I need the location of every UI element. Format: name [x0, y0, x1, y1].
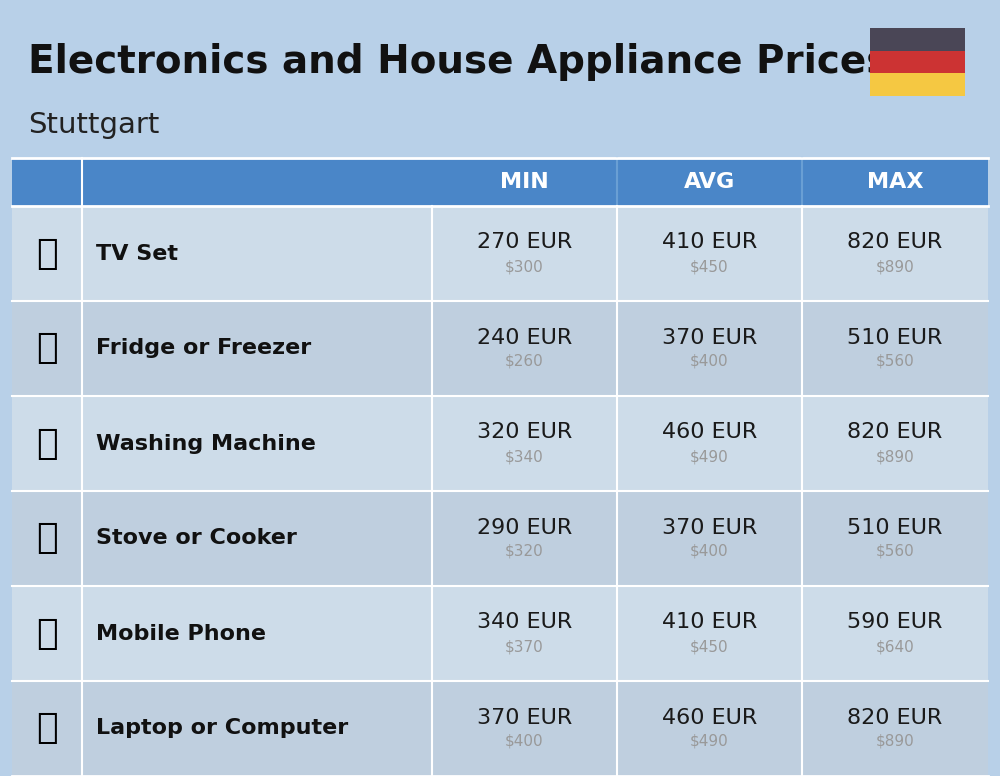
- Text: 820 EUR: 820 EUR: [847, 708, 943, 728]
- Text: $320: $320: [505, 544, 544, 559]
- Text: 590 EUR: 590 EUR: [847, 612, 943, 632]
- Bar: [12, 158, 988, 206]
- Text: $450: $450: [690, 639, 729, 654]
- Text: AVG: AVG: [684, 172, 735, 192]
- Text: 370 EUR: 370 EUR: [477, 708, 572, 728]
- Text: 510 EUR: 510 EUR: [847, 518, 943, 538]
- Bar: [870, 28, 965, 50]
- Bar: [870, 74, 965, 96]
- Text: 🧳: 🧳: [36, 427, 58, 460]
- Text: $490: $490: [690, 734, 729, 749]
- Text: Stove or Cooker: Stove or Cooker: [96, 528, 297, 549]
- Text: 🍳: 🍳: [36, 521, 58, 556]
- Text: $450: $450: [690, 259, 729, 274]
- Text: 370 EUR: 370 EUR: [662, 327, 757, 348]
- Text: 290 EUR: 290 EUR: [477, 518, 572, 538]
- Text: $300: $300: [505, 259, 544, 274]
- Text: Washing Machine: Washing Machine: [96, 434, 316, 453]
- Text: $370: $370: [505, 639, 544, 654]
- Bar: [870, 50, 965, 74]
- Text: $400: $400: [505, 734, 544, 749]
- Text: Laptop or Computer: Laptop or Computer: [96, 719, 348, 739]
- Text: Fridge or Freezer: Fridge or Freezer: [96, 338, 311, 359]
- Text: Stuttgart: Stuttgart: [28, 111, 159, 139]
- Bar: [12, 491, 988, 586]
- Text: TV Set: TV Set: [96, 244, 178, 264]
- Text: $560: $560: [876, 354, 914, 369]
- Text: MAX: MAX: [867, 172, 923, 192]
- Text: $890: $890: [876, 259, 914, 274]
- Bar: [12, 301, 988, 396]
- Text: $260: $260: [505, 354, 544, 369]
- Text: 820 EUR: 820 EUR: [847, 422, 943, 442]
- Text: $640: $640: [876, 639, 914, 654]
- Text: $890: $890: [876, 449, 914, 464]
- Bar: [12, 681, 988, 776]
- Text: Mobile Phone: Mobile Phone: [96, 623, 266, 643]
- Text: MIN: MIN: [500, 172, 549, 192]
- Text: 📺: 📺: [36, 237, 58, 271]
- Text: $340: $340: [505, 449, 544, 464]
- Text: 💻: 💻: [36, 712, 58, 746]
- Bar: [12, 586, 988, 681]
- Text: 460 EUR: 460 EUR: [662, 422, 757, 442]
- Text: 🍞: 🍞: [36, 331, 58, 365]
- Text: 460 EUR: 460 EUR: [662, 708, 757, 728]
- Text: 320 EUR: 320 EUR: [477, 422, 572, 442]
- Text: 📱: 📱: [36, 616, 58, 650]
- Text: 240 EUR: 240 EUR: [477, 327, 572, 348]
- Text: 410 EUR: 410 EUR: [662, 233, 757, 252]
- Text: Electronics and House Appliance Prices: Electronics and House Appliance Prices: [28, 43, 889, 81]
- Bar: [12, 206, 988, 301]
- Text: 820 EUR: 820 EUR: [847, 233, 943, 252]
- Text: $560: $560: [876, 544, 914, 559]
- Text: 370 EUR: 370 EUR: [662, 518, 757, 538]
- Text: 270 EUR: 270 EUR: [477, 233, 572, 252]
- Text: $490: $490: [690, 449, 729, 464]
- Text: 410 EUR: 410 EUR: [662, 612, 757, 632]
- Bar: [12, 396, 988, 491]
- Text: $400: $400: [690, 354, 729, 369]
- Text: 340 EUR: 340 EUR: [477, 612, 572, 632]
- Text: $890: $890: [876, 734, 914, 749]
- Text: 510 EUR: 510 EUR: [847, 327, 943, 348]
- Text: $400: $400: [690, 544, 729, 559]
